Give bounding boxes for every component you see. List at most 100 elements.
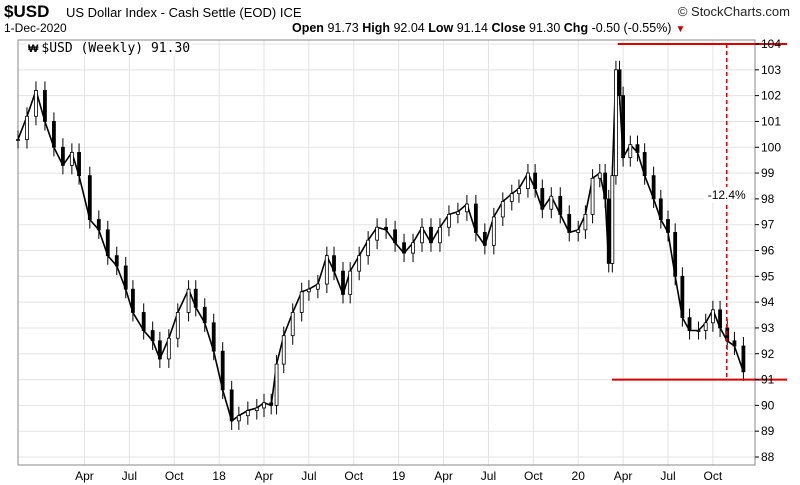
x-tick-label: Jul <box>122 469 137 483</box>
candle-body <box>673 232 678 277</box>
chg-value: -0.50 (-0.55%) <box>591 21 672 35</box>
chg-label: Chg <box>563 21 589 35</box>
candle-body <box>220 350 225 391</box>
candle-body <box>603 172 608 200</box>
candle-body <box>606 198 611 264</box>
down-arrow-icon: ▼ <box>675 24 686 35</box>
instrument-title: US Dollar Index - Cash Settle (EOD) ICE <box>66 5 302 20</box>
candle-body <box>348 270 353 295</box>
candle-body <box>567 213 572 233</box>
price-line <box>17 69 745 423</box>
candle-body <box>186 288 191 313</box>
y-tick-label: 88 <box>761 450 775 464</box>
candle-body <box>583 213 588 231</box>
y-tick-label: 94 <box>761 295 775 309</box>
y-axis: 88 89 90 91 92 93 94 95 96 97 98 99 100 101 102 103 104 <box>755 37 781 464</box>
candle-body <box>402 242 406 254</box>
x-tick-label: Oct <box>344 469 363 483</box>
candle-body <box>420 226 424 244</box>
low-label: Low <box>428 21 454 35</box>
candle-body <box>411 242 415 254</box>
x-tick-label: 20 <box>572 469 586 483</box>
open-value: 91.73 <box>327 21 359 35</box>
y-tick-label: 102 <box>761 89 781 103</box>
candle-body <box>229 389 234 422</box>
y-tick-label: 100 <box>761 140 781 154</box>
candle-body <box>34 90 38 117</box>
high-label: High <box>362 21 390 35</box>
candle-body <box>43 90 47 122</box>
candle-body <box>456 211 460 215</box>
candle-body <box>269 402 274 406</box>
measure-label: -12.4% <box>708 188 746 202</box>
candle-body <box>482 232 487 246</box>
candle-body <box>732 340 737 347</box>
candle-body <box>549 195 554 210</box>
y-tick-label: 98 <box>761 192 775 206</box>
annotations: -12.4% <box>612 43 787 381</box>
high-value: 92.04 <box>393 21 425 35</box>
x-tick-label: Apr <box>434 469 453 483</box>
close-label: Close <box>491 21 526 35</box>
candle-body <box>703 322 708 331</box>
candle-body <box>52 121 56 148</box>
x-tick-label: Apr <box>255 469 274 483</box>
candle-body <box>290 312 295 337</box>
candle-body <box>710 309 715 324</box>
candle-body <box>651 175 656 200</box>
candle-body <box>324 255 329 285</box>
y-tick-label: 101 <box>761 114 781 128</box>
x-tick-label: 18 <box>212 469 226 483</box>
candle-body <box>590 177 595 215</box>
candle-body <box>262 402 266 409</box>
candle-body <box>69 152 74 166</box>
candle-body <box>16 139 20 141</box>
candle-body <box>438 226 442 244</box>
open-label: Open <box>292 21 324 35</box>
candle-body <box>614 69 618 177</box>
close-value: 91.30 <box>529 21 561 35</box>
x-axis: Apr Jul Oct 18 Apr Jul Oct 19 Apr Jul Oct 20 Apr Jul O… <box>75 469 723 483</box>
candle-body <box>642 152 647 177</box>
candle-body <box>202 306 207 324</box>
candle-body <box>464 203 469 213</box>
x-tick-label: Jul <box>481 469 496 483</box>
low-value: 91.14 <box>456 21 488 35</box>
candle-body <box>558 195 563 215</box>
y-tick-label: 104 <box>761 37 781 51</box>
y-tick-label: 92 <box>761 347 775 361</box>
brand-label: © StockCharts.com <box>677 4 790 19</box>
candle-body <box>96 219 101 231</box>
candle-body <box>60 146 65 166</box>
y-tick-label: 93 <box>761 321 775 335</box>
series-legend: ₩ $USD (Weekly) 91.30 <box>26 41 193 56</box>
x-tick-label: Oct <box>524 469 543 483</box>
candle-body <box>306 288 311 293</box>
x-tick-label: Jul <box>301 469 316 483</box>
candle-body <box>621 95 626 158</box>
candle-body <box>491 216 496 246</box>
candle-body <box>509 193 514 202</box>
candle-body <box>77 152 81 177</box>
candle-body <box>175 312 180 339</box>
candle-body <box>375 226 380 241</box>
candle-body <box>281 335 286 365</box>
candle-body <box>166 337 171 360</box>
y-tick-label: 99 <box>761 166 775 180</box>
symbol-label: $USD <box>4 2 50 21</box>
candle-body <box>211 322 216 352</box>
candle-body <box>447 213 451 228</box>
candle-body <box>658 198 663 220</box>
candle-body <box>517 188 521 195</box>
candle-body <box>150 330 155 342</box>
candle-body <box>25 115 29 140</box>
x-tick-label: Oct <box>165 469 184 483</box>
candle-body <box>131 288 135 313</box>
series-legend-text: $USD (Weekly) 91.30 <box>41 41 191 56</box>
y-tick-label: 91 <box>761 373 775 387</box>
candle-body <box>123 265 128 290</box>
candle-body <box>384 226 388 231</box>
y-tick-label: 103 <box>761 63 781 77</box>
candle-body <box>114 255 119 267</box>
x-tick-label: Apr <box>614 469 633 483</box>
